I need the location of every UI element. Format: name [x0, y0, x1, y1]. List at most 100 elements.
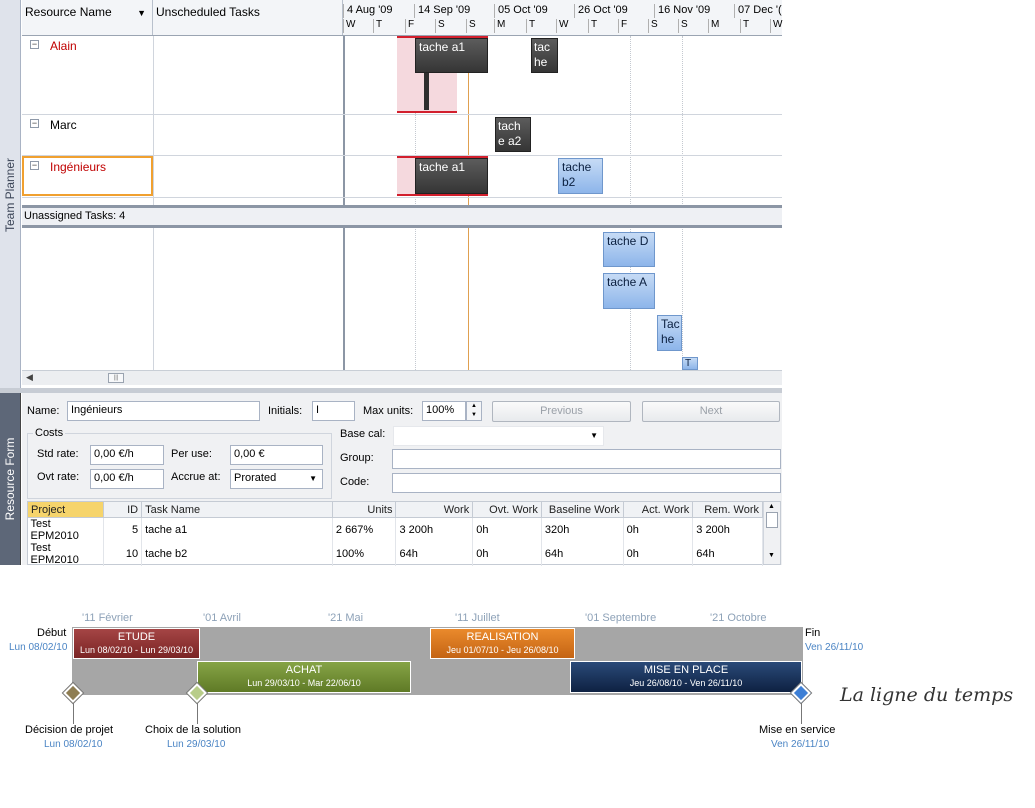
timeline-end-date: Ven 26/11/10: [805, 642, 864, 653]
task-bar-label: tache: [562, 160, 592, 174]
vertical-scrollbar[interactable]: ▲ ▼: [763, 502, 780, 564]
col-ovt-work[interactable]: Ovt. Work: [472, 501, 542, 518]
cell[interactable]: 3 200h: [395, 517, 474, 542]
code-field[interactable]: [392, 473, 781, 493]
resource-alain[interactable]: Alain: [50, 39, 77, 53]
spin-down-icon[interactable]: ▼: [471, 412, 477, 418]
phase-realisation[interactable]: REALISATION Jeu 01/07/10 - Jeu 26/08/10: [430, 628, 575, 659]
timescale-day: S: [678, 19, 688, 33]
col-resource-name[interactable]: Resource Name ▼: [22, 0, 153, 35]
task-bar[interactable]: tac he: [531, 38, 558, 73]
collapse-icon[interactable]: −: [30, 160, 39, 170]
resource-ingenieurs[interactable]: Ingénieurs: [50, 160, 107, 174]
cell[interactable]: 64h: [395, 542, 474, 566]
task-bar[interactable]: tache b2: [558, 158, 603, 194]
col-units[interactable]: Units: [331, 501, 397, 518]
table-row[interactable]: Test EPM2010 10 tache b2 100% 64h 0h 64h…: [27, 542, 763, 566]
col-baseline-work[interactable]: Baseline Work: [540, 501, 624, 518]
scroll-thumb[interactable]: |||: [108, 373, 124, 383]
task-bar-label: tache a1: [419, 160, 466, 174]
cell[interactable]: 100%: [332, 542, 397, 566]
task-bar-label: tache A: [607, 275, 648, 289]
name-field[interactable]: Ingénieurs: [67, 401, 260, 421]
timescale-day: T: [373, 19, 382, 33]
next-button[interactable]: Next: [642, 401, 780, 422]
max-units-spinner[interactable]: ▲ ▼: [466, 401, 482, 421]
task-bar[interactable]: tache a1: [415, 158, 488, 194]
col-id[interactable]: ID: [102, 501, 143, 518]
cell[interactable]: Test EPM2010: [27, 542, 104, 566]
resource-form-side-tab[interactable]: Resource Form: [0, 393, 21, 565]
horizontal-scrollbar[interactable]: ◀ |||: [22, 370, 782, 385]
cell[interactable]: 5: [103, 517, 143, 542]
timeline-scale-label: '21 Octobre: [710, 612, 767, 624]
ovt-rate-field[interactable]: 0,00 €/h: [90, 469, 164, 489]
spin-up-icon[interactable]: ▲: [471, 403, 477, 409]
timescale-top: 07 Dec '(: [734, 4, 782, 18]
group-field[interactable]: [392, 449, 781, 469]
base-cal-select[interactable]: ▼: [393, 426, 604, 446]
phase-achat[interactable]: ACHAT Lun 29/03/10 - Mar 22/06/10: [197, 661, 411, 693]
cell[interactable]: 2 667%: [332, 517, 397, 542]
timeline-end-label: Fin: [805, 627, 821, 639]
cell[interactable]: 10: [103, 542, 143, 566]
unassigned-task-bar[interactable]: tache D: [603, 232, 655, 267]
timeline-title: La ligne du temps: [840, 684, 1014, 706]
cell[interactable]: 64h: [541, 542, 624, 566]
chevron-down-icon[interactable]: ▼: [309, 474, 317, 483]
task-bar-stack[interactable]: [424, 73, 429, 110]
phase-etude[interactable]: ETUDE Lun 08/02/10 - Lun 29/03/10: [73, 628, 200, 659]
scroll-left-icon[interactable]: ◀: [26, 372, 33, 382]
timescale-top: 16 Nov '09: [654, 4, 710, 18]
cell[interactable]: tache b2: [141, 542, 333, 566]
cell[interactable]: tache a1: [141, 517, 333, 542]
task-bar[interactable]: tache a1: [415, 38, 488, 73]
accrue-at-select[interactable]: Prorated ▼: [230, 469, 323, 489]
task-bar-label: tache D: [607, 234, 649, 248]
std-rate-field[interactable]: 0,00 €/h: [90, 445, 164, 465]
cell[interactable]: 0h: [623, 517, 694, 542]
unassigned-header[interactable]: Unassigned Tasks: 4: [22, 205, 782, 228]
phase-mise-en-place[interactable]: MISE EN PLACE Jeu 26/08/10 - Ven 26/11/1…: [570, 661, 802, 693]
timescale-day: S: [466, 19, 476, 33]
col-task-name[interactable]: Task Name: [141, 501, 333, 518]
phase-dates: Lun 29/03/10 - Mar 22/06/10: [247, 678, 361, 688]
unassigned-task-bar[interactable]: T: [682, 357, 698, 370]
cell[interactable]: 320h: [541, 517, 624, 542]
col-unscheduled[interactable]: Unscheduled Tasks: [153, 0, 343, 35]
chevron-down-icon[interactable]: ▼: [590, 431, 598, 440]
scroll-thumb[interactable]: [766, 512, 778, 528]
col-act-work[interactable]: Act. Work: [622, 501, 694, 518]
scroll-down-icon[interactable]: ▼: [768, 552, 775, 559]
cell[interactable]: 0h: [623, 542, 694, 566]
unassigned-task-bar[interactable]: Tac he: [657, 315, 682, 351]
timescale-day: F: [618, 19, 627, 33]
cell[interactable]: Test EPM2010: [27, 517, 104, 542]
max-units-field[interactable]: 100%: [422, 401, 466, 421]
split-bar[interactable]: [0, 388, 782, 393]
unassigned-task-bar[interactable]: tache A: [603, 273, 655, 309]
collapse-icon[interactable]: −: [30, 118, 39, 128]
initials-field[interactable]: I: [312, 401, 355, 421]
resource-marc[interactable]: Marc: [50, 118, 77, 132]
cell[interactable]: 0h: [472, 542, 542, 566]
previous-button[interactable]: Previous: [492, 401, 631, 422]
col-work[interactable]: Work: [395, 501, 474, 518]
selected-cell[interactable]: [22, 156, 153, 196]
cell[interactable]: 3 200h: [692, 517, 763, 542]
col-project[interactable]: Project: [27, 501, 104, 518]
team-planner-side-tab[interactable]: Team Planner: [0, 0, 21, 390]
accrue-at-label: Accrue at:: [171, 471, 221, 483]
cell[interactable]: 0h: [472, 517, 542, 542]
timescale-day: W: [770, 19, 782, 33]
cell[interactable]: 64h: [692, 542, 763, 566]
task-bar[interactable]: tach e a2: [495, 117, 531, 152]
task-bar-label: tache a1: [419, 40, 466, 54]
table-row[interactable]: Test EPM2010 5 tache a1 2 667% 3 200h 0h…: [27, 517, 763, 542]
collapse-icon[interactable]: −: [30, 39, 39, 49]
per-use-field[interactable]: 0,00 €: [230, 445, 323, 465]
col-rem-work[interactable]: Rem. Work: [692, 501, 763, 518]
sort-down-icon[interactable]: ▼: [137, 8, 146, 18]
scroll-up-icon[interactable]: ▲: [768, 503, 775, 510]
task-bar-label: tac: [534, 40, 551, 54]
